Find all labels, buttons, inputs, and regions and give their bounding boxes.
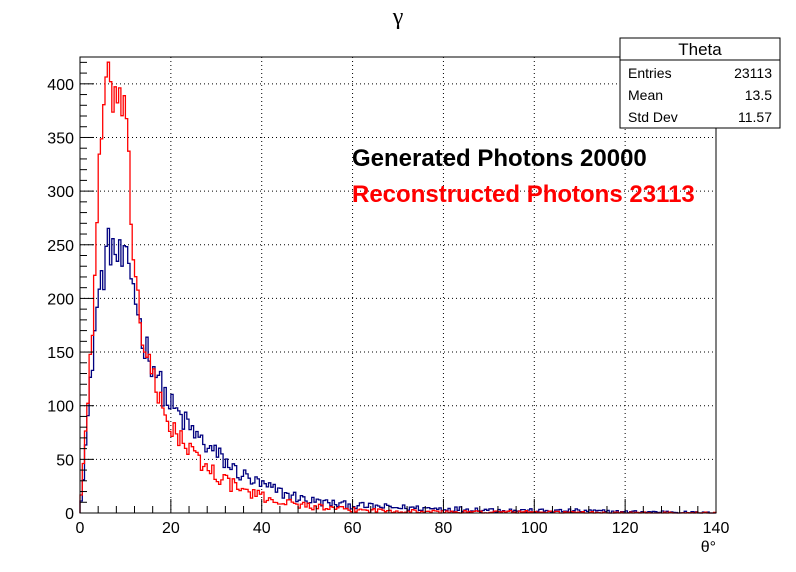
y-tick-label: 50 <box>56 452 74 469</box>
x-tick-label: 20 <box>162 520 180 537</box>
y-tick-label: 150 <box>47 345 74 362</box>
stats-label-entries: Entries <box>628 65 672 81</box>
y-tick-label: 250 <box>47 238 74 255</box>
annotation-generated: Generated Photons 20000 <box>352 145 647 172</box>
y-tick-label: 400 <box>47 77 74 94</box>
y-tick-label: 300 <box>47 184 74 201</box>
annotation-reconstructed: Reconstructed Photons 23113 <box>352 181 695 208</box>
x-tick-label: 120 <box>612 520 639 537</box>
histogram-series-1 <box>79 61 717 514</box>
x-tick-label: 100 <box>521 520 548 537</box>
y-tick-label: 200 <box>47 291 74 308</box>
plot-frame <box>79 56 717 514</box>
stats-value-stddev: 11.57 <box>738 109 772 125</box>
x-tick-label: 140 <box>703 520 730 537</box>
stats-label-mean: Mean <box>628 87 663 103</box>
x-tick-label: 60 <box>344 520 362 537</box>
x-tick-label: 40 <box>253 520 271 537</box>
stats-value-entries: 23113 <box>734 65 772 81</box>
stats-box-title: Theta <box>678 40 722 59</box>
axes-group: 0 20 40 60 80 100 120 140 0 50 100 150 200 250 300 350 4… <box>47 61 730 537</box>
x-tick-label: 80 <box>435 520 453 537</box>
chart-title: γ <box>392 4 404 30</box>
x-tick-label: 0 <box>76 520 85 537</box>
y-tick-label: 350 <box>47 130 74 147</box>
stats-value-mean: 13.5 <box>745 87 772 103</box>
y-tick-label: 0 <box>65 506 74 523</box>
series-group <box>79 61 717 514</box>
stats-box: Theta Entries 23113 Mean 13.5 Std Dev 11… <box>619 37 781 129</box>
histogram-series-0 <box>79 227 716 514</box>
y-tick-label: 100 <box>47 399 74 416</box>
stats-label-stddev: Std Dev <box>628 109 678 125</box>
x-axis-label: θ° <box>701 539 716 556</box>
